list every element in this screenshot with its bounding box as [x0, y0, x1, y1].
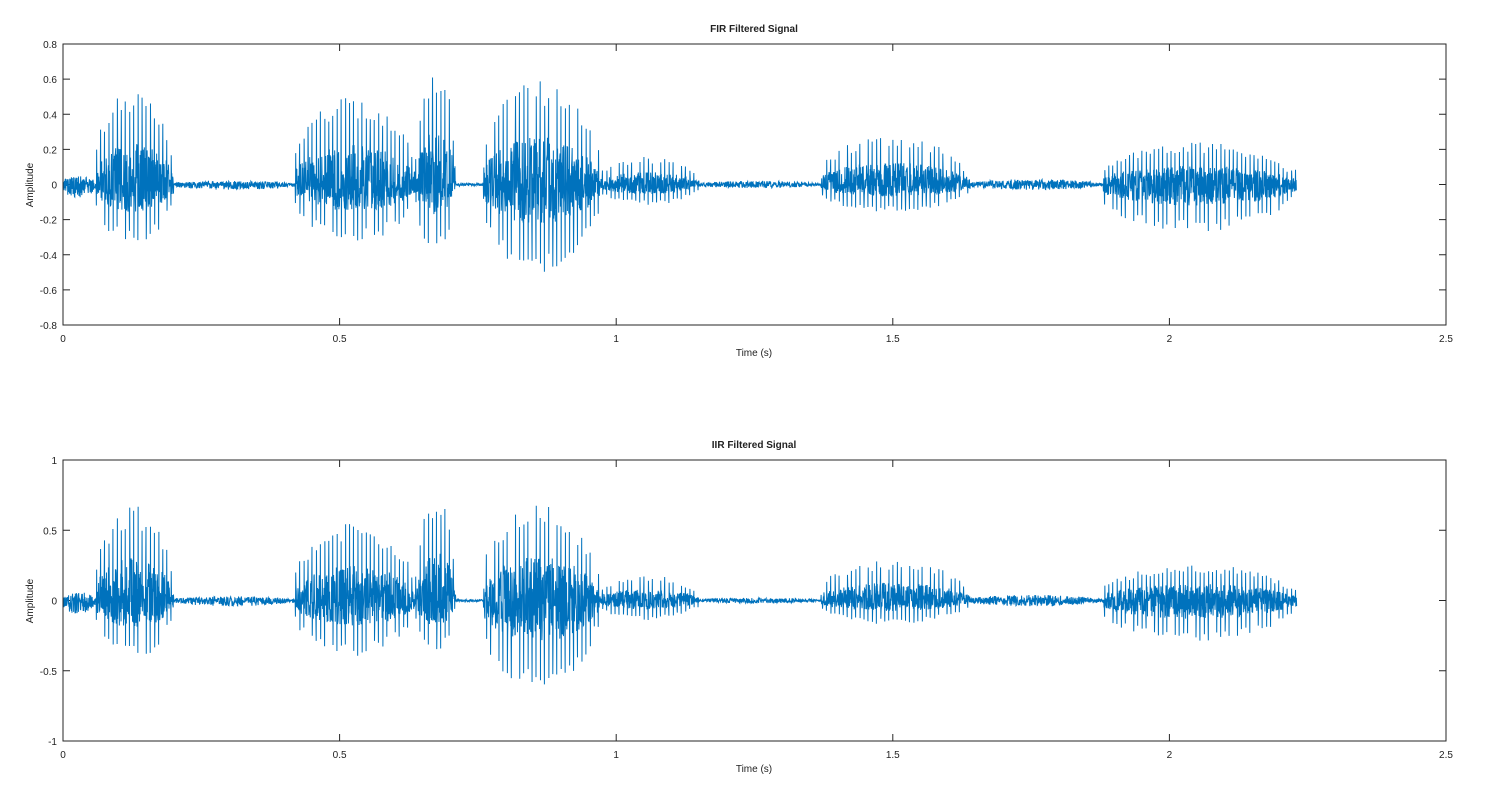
iir-y-tick-label: -1 [48, 737, 57, 748]
fir-subplot: FIR Filtered Signal Time (s) Amplitude 0… [25, 24, 1453, 359]
fir-x-tick-label: 2 [1167, 334, 1173, 345]
fir-axes-box [62, 43, 1447, 326]
iir-chart-title: IIR Filtered Signal [712, 440, 797, 451]
iir-y-tick-label: 0 [51, 597, 57, 608]
fir-y-tick-label: 0.2 [43, 145, 57, 156]
fir-y-tick-label: 0 [51, 181, 57, 192]
fir-y-tick-label: -0.2 [40, 216, 58, 227]
fir-y-tick-label: 0.8 [43, 40, 57, 51]
fir-y-axis-label: Amplitude [25, 162, 36, 207]
iir-y-axis-label: Amplitude [25, 578, 36, 623]
iir-signal-line [62, 505, 1298, 685]
iir-x-tick-label: 0 [60, 750, 66, 761]
fir-x-tick-label: 2.5 [1439, 334, 1453, 345]
fir-y-tick-label: -0.8 [40, 321, 58, 332]
iir-y-tick-label: 0.5 [43, 526, 57, 537]
iir-x-tick-label: 1 [613, 750, 619, 761]
fir-signal-line [62, 77, 1297, 272]
iir-axes-box [62, 459, 1447, 742]
iir-x-tick-label: 2.5 [1439, 750, 1453, 761]
fir-x-tick-label: 1 [613, 334, 619, 345]
iir-signal-group [62, 505, 1298, 685]
fir-signal-group [62, 77, 1297, 272]
fir-y-tick-label: 0.6 [43, 75, 57, 86]
iir-x-tick-label: 1.5 [886, 750, 900, 761]
fir-x-tick-label: 0.5 [333, 334, 347, 345]
fir-chart-title: FIR Filtered Signal [710, 24, 798, 35]
fir-y-tick-label: 0.4 [43, 110, 57, 121]
fir-y-tick-label: -0.4 [40, 251, 58, 262]
iir-x-axis-label: Time (s) [736, 764, 772, 775]
iir-y-tick-label: 1 [51, 456, 57, 467]
iir-x-tick-label: 0.5 [333, 750, 347, 761]
iir-x-tick-label: 2 [1167, 750, 1173, 761]
fir-x-tick-label: 0 [60, 334, 66, 345]
iir-subplot: IIR Filtered Signal Time (s) Amplitude 0… [25, 440, 1453, 775]
fir-x-tick-label: 1.5 [886, 334, 900, 345]
iir-y-tick-label: -0.5 [40, 667, 58, 678]
fir-x-axis-label: Time (s) [736, 348, 772, 359]
fir-y-tick-label: -0.6 [40, 286, 58, 297]
